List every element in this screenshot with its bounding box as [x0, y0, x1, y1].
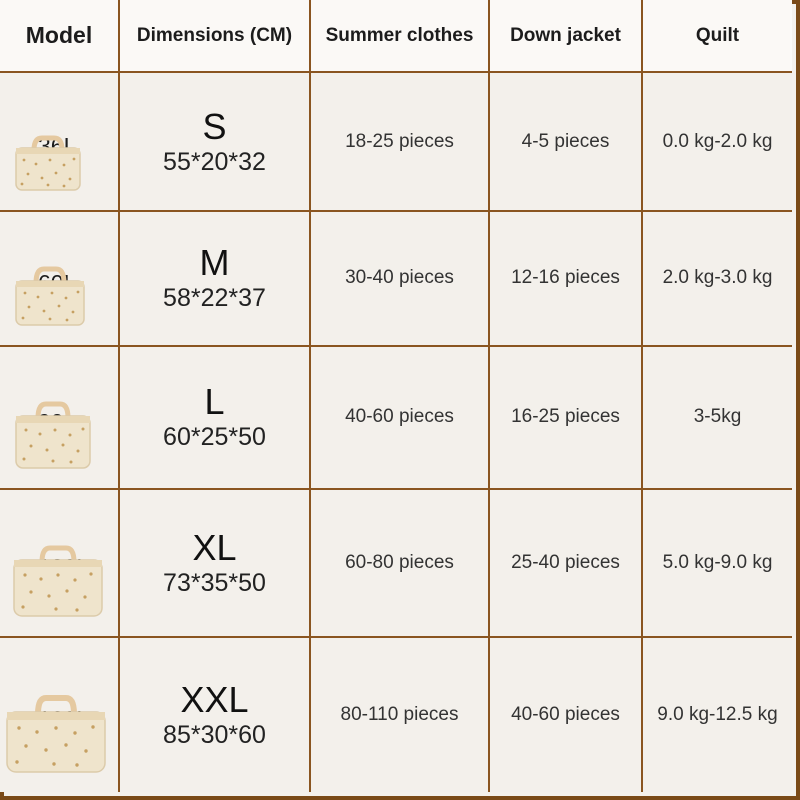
- summer-clothes-cell: 60-80 pieces: [309, 487, 490, 638]
- down-jacket-cell: 12-16 pieces: [488, 210, 643, 347]
- storage-bag-image: [10, 544, 106, 624]
- down-jacket-cell: 25-40 pieces: [488, 487, 643, 638]
- summer-clothes-cell: 80-110 pieces: [309, 635, 490, 792]
- storage-bag-image: [10, 400, 96, 476]
- dimensions-cell: L 60*25*50: [118, 344, 311, 490]
- size-letter: L: [204, 381, 225, 423]
- quilt-cell: 9.0 kg-12.5 kg: [641, 635, 792, 792]
- size-dimensions: 73*35*50: [163, 568, 266, 597]
- size-dimensions: 60*25*50: [163, 423, 266, 452]
- model-cell: 90L: [0, 344, 120, 490]
- model-cell: 60L: [0, 210, 120, 347]
- storage-bag-image: [10, 134, 86, 198]
- quilt-cell: 0.0 kg-2.0 kg: [641, 71, 792, 213]
- down-jacket-cell: 40-60 pieces: [488, 635, 643, 792]
- summer-clothes-cell: 18-25 pieces: [309, 71, 490, 213]
- down-jacket-cell: 4-5 pieces: [488, 71, 643, 213]
- model-cell: 120L: [0, 487, 120, 638]
- storage-bag-image: [4, 694, 108, 780]
- table-row: 36L S 55*20*32 18-25 pieces 4-5 pieces 0…: [0, 71, 792, 213]
- size-dimensions: 55*20*32: [163, 147, 266, 176]
- dimensions-cell: M 58*22*37: [118, 210, 311, 347]
- size-letter: XL: [192, 526, 237, 568]
- header-row: Model Dimensions (CM) Summer clothes Dow…: [0, 0, 792, 74]
- dimensions-cell: XXL 85*30*60: [118, 635, 311, 792]
- dimensions-cell: S 55*20*32: [118, 71, 311, 213]
- dimensions-cell: XL 73*35*50: [118, 487, 311, 638]
- model-cell: 160L: [0, 635, 120, 792]
- header-dimensions: Dimensions (CM): [118, 0, 311, 74]
- size-letter: S: [202, 105, 227, 147]
- header-model: Model: [0, 0, 120, 74]
- summer-clothes-cell: 30-40 pieces: [309, 210, 490, 347]
- header-summer-clothes: Summer clothes: [309, 0, 490, 74]
- down-jacket-cell: 16-25 pieces: [488, 344, 643, 490]
- size-dimensions: 85*30*60: [163, 720, 266, 749]
- size-letter: XXL: [180, 678, 249, 720]
- size-letter: M: [199, 242, 230, 284]
- summer-clothes-cell: 40-60 pieces: [309, 344, 490, 490]
- table-row: 60L M 58*22*37 30-40 pieces 12-16 pieces…: [0, 210, 792, 347]
- table-row: 160L XXL 85*30*60 80-110 pieces 40-60 pi…: [0, 635, 792, 792]
- model-cell: 36L: [0, 71, 120, 213]
- table-row: 120L XL 73*35*50 60-80 pieces 25-40 piec…: [0, 487, 792, 638]
- table-row: 90L L 60*25*50 40-60 pieces 16-25 pieces…: [0, 344, 792, 490]
- quilt-cell: 5.0 kg-9.0 kg: [641, 487, 792, 638]
- storage-bag-image: [10, 265, 90, 333]
- quilt-cell: 2.0 kg-3.0 kg: [641, 210, 792, 347]
- quilt-cell: 3-5kg: [641, 344, 792, 490]
- header-quilt: Quilt: [641, 0, 792, 74]
- header-down-jacket: Down jacket: [488, 0, 643, 74]
- size-dimensions: 58*22*37: [163, 284, 266, 313]
